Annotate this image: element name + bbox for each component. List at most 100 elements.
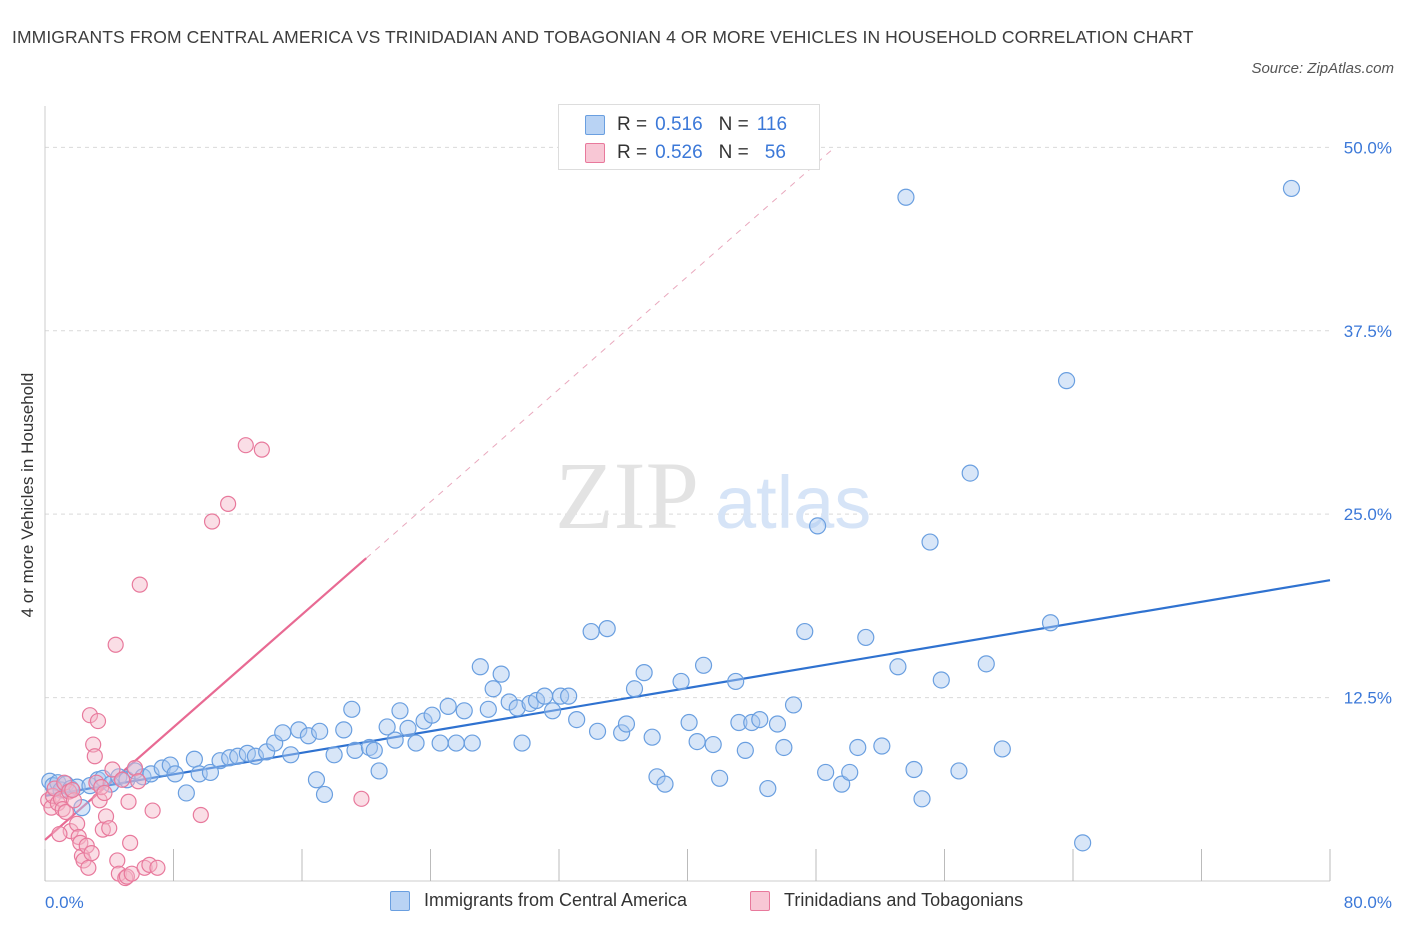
point-central-america (463, 734, 481, 752)
point-central-america (913, 790, 931, 808)
point-trinidadians (136, 859, 153, 876)
point-trinidadians (253, 441, 270, 458)
point-central-america (617, 715, 636, 733)
point-trinidadians (101, 820, 118, 837)
point-central-america (905, 760, 923, 779)
point-trinidadians (83, 845, 100, 862)
point-central-america (335, 721, 353, 739)
legend-item-central-america: Immigrants from Central America (390, 890, 687, 911)
point-trinidadians (144, 802, 161, 819)
point-central-america (201, 763, 220, 782)
point-trinidadians (120, 793, 137, 810)
point-central-america (932, 671, 950, 689)
point-central-america (282, 746, 300, 764)
point-trinidadians (149, 859, 166, 876)
point-trinidadians (353, 790, 370, 807)
point-central-america (613, 724, 631, 742)
point-central-america (704, 735, 722, 754)
point-central-america (365, 741, 383, 760)
point-central-america (325, 746, 343, 764)
point-trinidadians (203, 513, 221, 530)
legend-row-pink: R = 0.526 N = 56 (585, 141, 786, 165)
point-central-america (423, 706, 441, 724)
series-legend: Immigrants from Central America Trinidad… (0, 888, 1406, 916)
point-trinidadians (109, 852, 126, 869)
point-trinidadians (122, 834, 139, 851)
watermark: ZIP atlas (555, 442, 871, 549)
x-tick-label: 0.0% (45, 893, 84, 912)
point-central-america (775, 738, 793, 757)
point-central-america (961, 464, 979, 482)
trend-line-central-america (44, 579, 1331, 797)
point-trinidadians (104, 761, 121, 778)
point-central-america (177, 784, 195, 802)
point-central-america (535, 687, 554, 705)
point-central-america (625, 680, 644, 698)
watermark-zip: ZIP (555, 442, 699, 549)
legend-item-trinidadians: Trinidadians and Tobagonians (750, 890, 1023, 911)
point-trinidadians (51, 825, 68, 843)
point-central-america (274, 724, 292, 742)
point-central-america (343, 700, 361, 718)
point-central-america (315, 785, 334, 804)
point-central-america (229, 747, 247, 765)
point-trinidadians (94, 821, 111, 838)
point-central-america (527, 691, 546, 710)
point-central-america (680, 713, 698, 732)
point-central-america (588, 722, 607, 740)
point-central-america (407, 734, 425, 752)
y-tick-label: 12.5% (1344, 689, 1392, 708)
point-central-america (635, 664, 653, 682)
point-central-america (1282, 179, 1301, 198)
point-central-america (736, 741, 754, 760)
y-tick-label: 25.0% (1344, 505, 1392, 524)
point-central-america (513, 734, 531, 752)
point-central-america (471, 658, 489, 676)
point-central-america (299, 727, 318, 745)
legend-r-label: R = (617, 114, 648, 135)
point-trinidadians (220, 495, 237, 513)
point-central-america (447, 734, 465, 752)
point-central-america (833, 775, 851, 793)
point-trinidadians (65, 792, 83, 809)
point-central-america (857, 628, 875, 647)
point-central-america (399, 719, 417, 738)
legend-n-label: N = (718, 114, 749, 135)
legend-r-label: R = (617, 142, 648, 163)
point-central-america (386, 731, 404, 749)
point-trinidadians (57, 803, 74, 821)
point-central-america (1074, 834, 1092, 852)
point-central-america (492, 665, 510, 683)
point-central-america (841, 763, 859, 782)
point-central-america (672, 672, 690, 691)
point-trinidadians (69, 815, 86, 832)
point-central-america (796, 622, 814, 641)
point-central-america (873, 737, 891, 755)
point-trinidadians (107, 636, 124, 653)
point-central-america (730, 713, 748, 732)
legend-item-label: Immigrants from Central America (424, 890, 688, 910)
point-trinidadians (237, 437, 254, 454)
x-tick-label: 80.0% (1344, 893, 1392, 912)
point-central-america (560, 687, 578, 705)
point-central-america (889, 658, 907, 676)
point-central-america (582, 622, 600, 641)
point-central-america (950, 762, 968, 780)
point-central-america (598, 620, 616, 638)
legend-n-label: N = (718, 142, 749, 163)
point-trinidadians (96, 784, 113, 802)
point-central-america (246, 747, 265, 765)
point-central-america (378, 718, 396, 736)
legend-n-value: 56 (764, 142, 786, 163)
point-trinidadians (85, 736, 102, 753)
point-central-america (809, 517, 827, 535)
point-trinidadians (64, 781, 81, 799)
point-central-america (897, 188, 915, 206)
y-tick-label: 50.0% (1344, 138, 1392, 157)
point-trinidadians (113, 771, 131, 788)
point-trinidadians (130, 773, 147, 790)
legend-row-blue: R = 0.516 N = 116 (585, 113, 787, 137)
point-central-america (768, 715, 787, 733)
legend-swatch-blue (585, 115, 605, 135)
